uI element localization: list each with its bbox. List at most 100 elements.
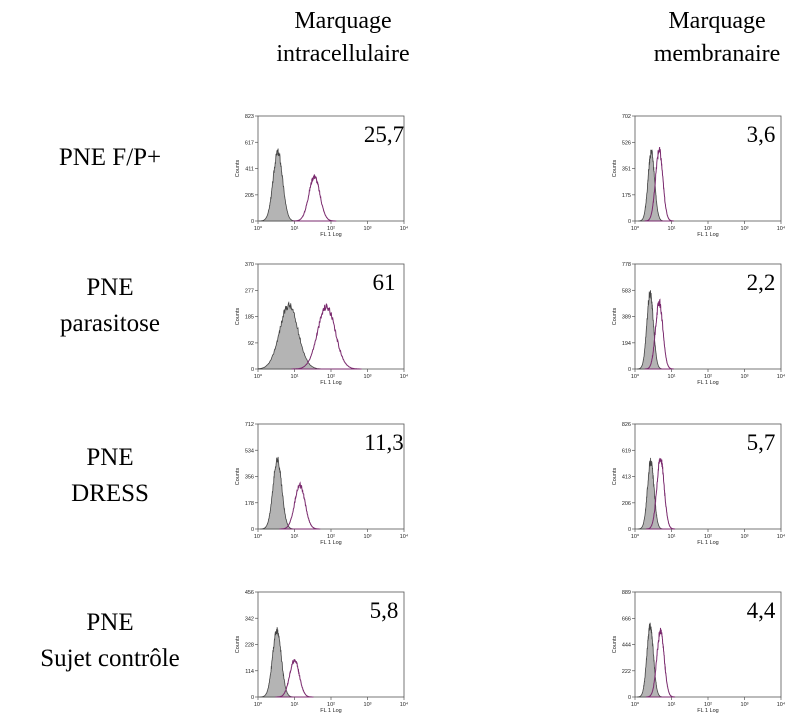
histogram-stained-curve (275, 659, 314, 698)
x-axis-label: FL 1 Log (320, 708, 342, 714)
x-axis-label: FL 1 Log (320, 380, 342, 386)
x-axis-label: FL 1 Log (697, 708, 719, 714)
y-tick-label: 0 (251, 695, 254, 701)
y-tick-label: 351 (622, 167, 631, 173)
x-tick-label: 10³ (741, 374, 749, 380)
x-tick-label: 10² (704, 534, 712, 540)
row-label-line1: PNE (86, 444, 134, 471)
y-tick-label: 617 (245, 140, 254, 146)
y-tick-label: 456 (245, 590, 254, 596)
histogram-isotype-curve (258, 148, 297, 222)
y-tick-label: 413 (622, 475, 631, 481)
y-tick-label: 185 (245, 315, 254, 321)
column-header-line2: membranaire (653, 41, 781, 67)
histogram-isotype-curve (259, 627, 295, 698)
row-label-line2: parasitose (60, 310, 160, 337)
x-tick-label: 10¹ (291, 374, 299, 380)
y-tick-label: 222 (622, 669, 631, 675)
column-header-line1: Marquage (294, 8, 392, 34)
row-label-line1: PNE (86, 274, 134, 301)
y-axis-label: Counts (612, 160, 618, 178)
y-tick-label: 178 (245, 501, 254, 507)
row-label-fp: PNE F/P+ (5, 140, 215, 176)
x-tick-label: 10³ (741, 702, 749, 708)
column-header-line1: Marquage (668, 8, 766, 34)
x-axis-label: FL 1 Log (697, 380, 719, 386)
row-label-line1: PNE (86, 609, 134, 636)
row-label-control: PNE Sujet contrôle (5, 605, 215, 677)
x-tick-label: 10⁴ (400, 225, 409, 232)
x-axis-label: FL 1 Log (320, 232, 342, 238)
row-label-parasitose: PNE parasitose (5, 270, 215, 342)
x-tick-label: 10¹ (668, 702, 676, 708)
x-tick-label: 10¹ (291, 534, 299, 540)
y-axis-label: Counts (235, 468, 241, 486)
y-tick-label: 526 (622, 140, 631, 146)
positive-percentage: 5,7 (747, 430, 776, 455)
positive-percentage: 5,8 (370, 598, 399, 623)
x-tick-label: 10⁰ (631, 373, 640, 380)
x-tick-label: 10² (704, 702, 712, 708)
y-tick-label: 0 (628, 527, 631, 533)
x-axis-label: FL 1 Log (320, 540, 342, 546)
x-axis-label: FL 1 Log (697, 232, 719, 238)
x-axis-label: FL 1 Log (697, 540, 719, 546)
histogram-fp-intracellular: 0 205 411 617 823 Counts 10⁰ 10¹ 10² 10³ 10⁴ FL 1 L… (235, 114, 409, 238)
x-tick-label: 10³ (741, 534, 749, 540)
x-tick-label: 10⁴ (777, 533, 786, 540)
y-tick-label: 583 (622, 288, 631, 294)
y-tick-label: 0 (251, 527, 254, 533)
y-tick-label: 0 (628, 695, 631, 701)
histogram-isotype-curve (257, 301, 326, 370)
histogram-isotype-curve (637, 457, 664, 530)
x-tick-label: 10⁰ (254, 225, 263, 232)
x-tick-label: 10⁰ (631, 225, 640, 232)
positive-percentage: 25,7 (364, 122, 404, 147)
y-axis-label: Counts (612, 308, 618, 326)
y-axis-label: Counts (235, 636, 241, 654)
histogram-stained-curve (645, 457, 676, 530)
y-tick-label: 228 (245, 643, 254, 649)
plot-frame (634, 423, 782, 530)
y-tick-label: 277 (245, 288, 254, 294)
histogram-isotype-curve (637, 622, 664, 698)
positive-percentage: 3,6 (747, 122, 776, 147)
y-tick-label: 370 (245, 262, 254, 268)
y-tick-label: 342 (245, 616, 254, 622)
x-tick-label: 10⁰ (254, 533, 263, 540)
positive-percentage: 2,2 (747, 270, 776, 295)
y-axis-label: Counts (235, 160, 241, 178)
y-tick-label: 619 (622, 448, 631, 454)
positive-percentage: 61 (373, 270, 396, 295)
y-tick-label: 0 (628, 219, 631, 225)
x-tick-label: 10³ (364, 374, 372, 380)
positive-percentage: 4,4 (747, 598, 776, 623)
x-tick-label: 10³ (741, 226, 749, 232)
x-tick-label: 10² (327, 534, 335, 540)
histogram-fp-membrane: 0 175 351 526 702 Counts 10⁰ 10¹ 10² 10³ 10⁴ FL 1 L… (612, 114, 786, 238)
x-tick-label: 10² (704, 226, 712, 232)
x-tick-label: 10⁴ (777, 373, 786, 380)
histogram-dress-intracellular: 0 178 356 534 712 Counts 10⁰ 10¹ 10² 10³ 10⁴ FL 1 L… (235, 422, 409, 546)
histogram-control-intracellular: 0 114 228 342 456 Counts 10⁰ 10¹ 10² 10³ 10⁴ FL 1 L… (235, 590, 409, 714)
y-tick-label: 666 (622, 616, 631, 622)
histogram-stained-curve (644, 298, 674, 370)
x-tick-label: 10¹ (291, 226, 299, 232)
row-label-line2: Sujet contrôle (40, 645, 180, 672)
x-tick-label: 10⁰ (254, 701, 263, 708)
x-tick-label: 10² (327, 702, 335, 708)
y-tick-label: 175 (622, 193, 631, 199)
y-tick-label: 0 (251, 367, 254, 373)
x-tick-label: 10⁴ (777, 701, 786, 708)
x-tick-label: 10⁰ (631, 533, 640, 540)
x-tick-label: 10¹ (668, 226, 676, 232)
y-tick-label: 411 (245, 167, 254, 173)
histogram-isotype-curve (637, 290, 664, 370)
x-tick-label: 10¹ (668, 534, 676, 540)
column-header-line2: intracellulaire (276, 41, 410, 67)
plot-frame (634, 263, 782, 370)
column-header-membrane: Marquage membranaire (617, 5, 792, 71)
histogram-isotype-curve (259, 456, 295, 530)
y-tick-label: 0 (628, 367, 631, 373)
x-tick-label: 10² (327, 374, 335, 380)
